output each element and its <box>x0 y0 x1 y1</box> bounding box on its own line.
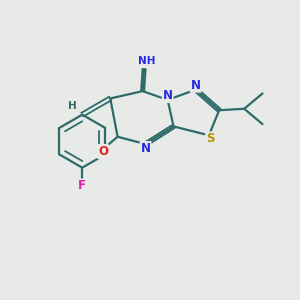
Text: N: N <box>141 142 151 155</box>
Text: NH: NH <box>138 56 155 66</box>
Text: S: S <box>206 132 214 145</box>
Text: F: F <box>78 179 86 192</box>
Text: O: O <box>98 145 108 158</box>
Text: H: H <box>68 101 77 111</box>
Text: N: N <box>190 79 201 92</box>
Text: N: N <box>163 89 173 102</box>
